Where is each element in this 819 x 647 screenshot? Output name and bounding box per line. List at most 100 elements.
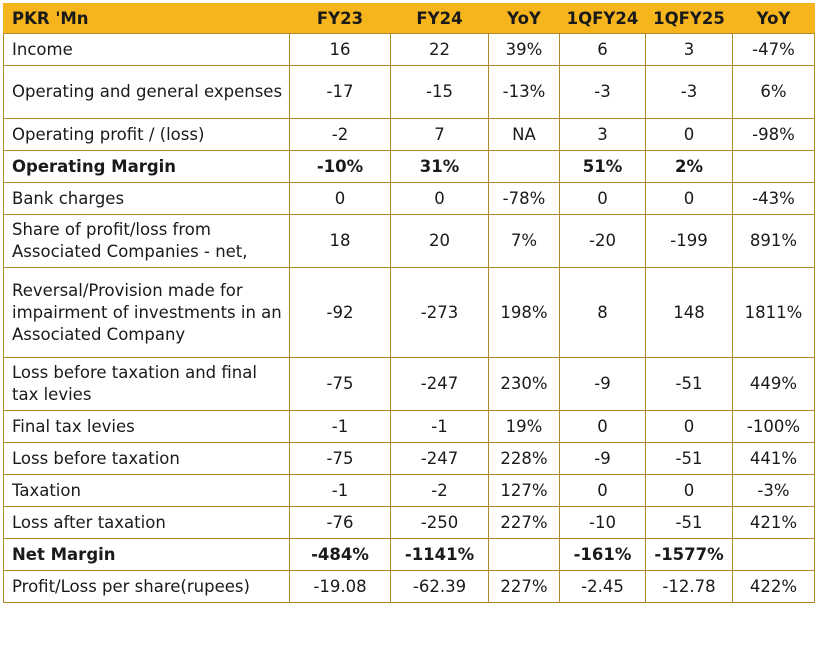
header-cell-yoy-annual: YoY <box>488 3 560 34</box>
value-cell-yoy-annual: 127% <box>488 474 560 507</box>
value-cell-yoy-quarterly: -98% <box>732 118 815 151</box>
row-label: Operating profit / (loss) <box>3 118 290 151</box>
value-cell-fy24: -247 <box>390 357 489 411</box>
value-cell-fy24: -273 <box>390 267 489 358</box>
value-cell-1qfy24: 0 <box>559 410 646 443</box>
value-cell-yoy-annual: 39% <box>488 33 560 66</box>
value-cell-yoy-quarterly <box>732 538 815 571</box>
value-cell-fy23: 0 <box>289 182 391 215</box>
value-cell-fy23: -92 <box>289 267 391 358</box>
value-cell-1qfy24: 0 <box>559 474 646 507</box>
row-label: Net Margin <box>3 538 290 571</box>
value-cell-fy23: -76 <box>289 506 391 539</box>
table-row: Bank charges 0 0 -78% 0 0 -43% <box>3 182 815 215</box>
value-cell-1qfy25: 148 <box>645 267 733 358</box>
row-label: Income <box>3 33 290 66</box>
row-label: Loss before taxation and final tax levie… <box>3 357 290 411</box>
table-row: Loss before taxation -75 -247 228% -9 -51 441% <box>3 442 815 475</box>
table-row: Net Margin -484% -1141% -161% -1577% <box>3 538 815 571</box>
table-row: Operating Margin -10% 31% 51% 2% <box>3 150 815 183</box>
table-row: Loss after taxation -76 -250 227% -10 -51 421% <box>3 506 815 539</box>
value-cell-yoy-quarterly: 422% <box>732 570 815 603</box>
value-cell-1qfy24: -161% <box>559 538 646 571</box>
table-row: Operating and general expenses -17 -15 -13%… <box>3 65 815 119</box>
table-row: Income 16 22 39% 6 3 -47% <box>3 33 815 66</box>
value-cell-1qfy25: -51 <box>645 442 733 475</box>
value-cell-1qfy24: -10 <box>559 506 646 539</box>
value-cell-yoy-annual: 228% <box>488 442 560 475</box>
value-cell-1qfy24: -3 <box>559 65 646 119</box>
value-cell-1qfy24: 0 <box>559 182 646 215</box>
header-cell-1qfy25: 1QFY25 <box>645 3 733 34</box>
table-row: Taxation -1 -2 127% 0 0 -3% <box>3 474 815 507</box>
value-cell-1qfy24: 8 <box>559 267 646 358</box>
value-cell-1qfy24: 51% <box>559 150 646 183</box>
header-cell-currency: PKR 'Mn <box>3 3 290 34</box>
table-row: Reversal/Provision made for impairment o… <box>3 267 815 358</box>
value-cell-fy23: -19.08 <box>289 570 391 603</box>
value-cell-fy24: -1 <box>390 410 489 443</box>
value-cell-1qfy25: -3 <box>645 65 733 119</box>
value-cell-fy23: -75 <box>289 357 391 411</box>
row-label: Taxation <box>3 474 290 507</box>
value-cell-fy24: -250 <box>390 506 489 539</box>
value-cell-yoy-annual: -13% <box>488 65 560 119</box>
value-cell-fy24: 7 <box>390 118 489 151</box>
value-cell-1qfy25: 0 <box>645 182 733 215</box>
value-cell-1qfy25: 0 <box>645 474 733 507</box>
row-label: Operating Margin <box>3 150 290 183</box>
value-cell-fy24: 31% <box>390 150 489 183</box>
row-label: Share of profit/loss from Associated Com… <box>3 214 290 268</box>
value-cell-yoy-annual <box>488 150 560 183</box>
financial-summary-table: PKR 'Mn FY23 FY24 YoY 1QFY24 1QFY25 YoY … <box>3 3 815 603</box>
header-cell-fy23: FY23 <box>289 3 391 34</box>
value-cell-1qfy24: -2.45 <box>559 570 646 603</box>
value-cell-fy24: -247 <box>390 442 489 475</box>
value-cell-1qfy24: -9 <box>559 442 646 475</box>
value-cell-1qfy25: 0 <box>645 118 733 151</box>
table-body: Income 16 22 39% 6 3 -47% Operating and general… <box>3 33 815 603</box>
value-cell-yoy-annual: 19% <box>488 410 560 443</box>
value-cell-yoy-annual: 230% <box>488 357 560 411</box>
value-cell-1qfy24: 3 <box>559 118 646 151</box>
value-cell-fy23: 18 <box>289 214 391 268</box>
value-cell-yoy-quarterly <box>732 150 815 183</box>
value-cell-fy23: -2 <box>289 118 391 151</box>
value-cell-1qfy24: -9 <box>559 357 646 411</box>
value-cell-fy23: -17 <box>289 65 391 119</box>
value-cell-fy24: 20 <box>390 214 489 268</box>
table-row: Share of profit/loss from Associated Com… <box>3 214 815 268</box>
value-cell-fy24: 22 <box>390 33 489 66</box>
header-cell-fy24: FY24 <box>390 3 489 34</box>
value-cell-yoy-annual: 7% <box>488 214 560 268</box>
value-cell-fy23: 16 <box>289 33 391 66</box>
value-cell-1qfy24: 6 <box>559 33 646 66</box>
table-row: Profit/Loss per share(rupees) -19.08 -62.3… <box>3 570 815 603</box>
value-cell-yoy-quarterly: 421% <box>732 506 815 539</box>
value-cell-fy23: -484% <box>289 538 391 571</box>
value-cell-fy24: 0 <box>390 182 489 215</box>
value-cell-yoy-annual: -78% <box>488 182 560 215</box>
value-cell-fy24: -1141% <box>390 538 489 571</box>
value-cell-fy24: -62.39 <box>390 570 489 603</box>
value-cell-yoy-quarterly: 1811% <box>732 267 815 358</box>
row-label: Operating and general expenses <box>3 65 290 119</box>
value-cell-1qfy25: 3 <box>645 33 733 66</box>
value-cell-yoy-quarterly: -3% <box>732 474 815 507</box>
value-cell-1qfy25: 0 <box>645 410 733 443</box>
value-cell-1qfy25: -12.78 <box>645 570 733 603</box>
header-cell-yoy-quarterly: YoY <box>732 3 815 34</box>
value-cell-fy23: -1 <box>289 410 391 443</box>
value-cell-yoy-annual: 227% <box>488 570 560 603</box>
value-cell-1qfy25: -1577% <box>645 538 733 571</box>
table-row: Final tax levies -1 -1 19% 0 0 -100% <box>3 410 815 443</box>
row-label: Reversal/Provision made for impairment o… <box>3 267 290 358</box>
value-cell-1qfy25: -51 <box>645 357 733 411</box>
row-label: Bank charges <box>3 182 290 215</box>
value-cell-yoy-quarterly: -47% <box>732 33 815 66</box>
row-label: Loss before taxation <box>3 442 290 475</box>
table-row: Loss before taxation and final tax levie… <box>3 357 815 411</box>
value-cell-fy24: -2 <box>390 474 489 507</box>
value-cell-1qfy25: 2% <box>645 150 733 183</box>
value-cell-fy23: -10% <box>289 150 391 183</box>
